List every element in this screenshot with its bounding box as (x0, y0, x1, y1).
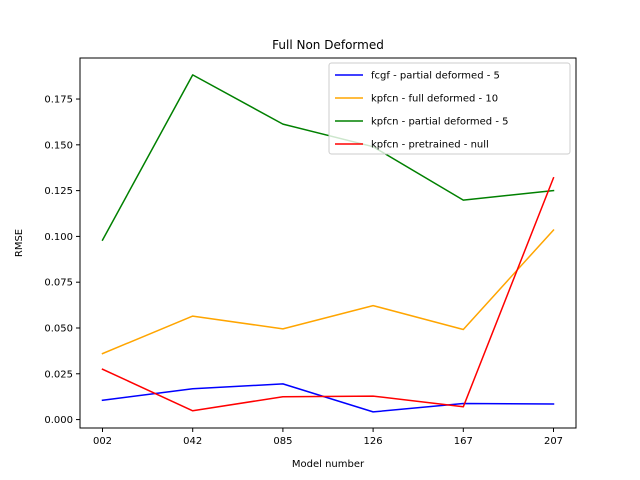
y-tick-label: 0.000 (44, 415, 73, 426)
legend-label: fcgf - partial deformed - 5 (371, 71, 500, 82)
x-tick-label: 126 (364, 436, 383, 447)
y-tick-label: 0.125 (44, 186, 73, 197)
chart-title: Full Non Deformed (272, 38, 384, 52)
y-tick-label: 0.050 (44, 323, 73, 334)
series-layer (101, 74, 555, 413)
x-tick-label: 167 (454, 436, 473, 447)
legend-box (328, 62, 571, 155)
x-tick-label: 207 (544, 436, 563, 447)
series-line-3 (101, 74, 555, 242)
legend-label: kpfcn - full deformed - 10 (371, 94, 498, 105)
y-axis: 0.000 0.025 0.050 0.075 0.100 0.125 0.150 0.175 (44, 95, 80, 426)
y-axis-label: RMSE (14, 229, 25, 257)
x-tick-label: 002 (93, 436, 112, 447)
series-line-2 (101, 228, 555, 355)
x-axis-label: Model number (292, 459, 365, 470)
legend-label: kpfcn - partial deformed - 5 (371, 117, 508, 128)
y-tick-label: 0.175 (44, 95, 73, 106)
series-line-4 (101, 176, 555, 412)
x-axis: 002 042 085 126 167 207 (93, 428, 563, 447)
plot-frame (79, 57, 577, 429)
y-tick-label: 0.150 (44, 140, 73, 151)
y-tick-label: 0.025 (44, 369, 73, 380)
x-tick-label: 085 (273, 436, 292, 447)
legend-label: kpfcn - pretrained - null (371, 140, 489, 151)
y-tick-label: 0.100 (44, 232, 73, 243)
legend: fcgf - partial deformed - 5 kpfcn - full … (328, 62, 571, 155)
x-tick-label: 042 (183, 436, 202, 447)
y-tick-label: 0.075 (44, 278, 73, 289)
series-line-1 (101, 383, 555, 413)
